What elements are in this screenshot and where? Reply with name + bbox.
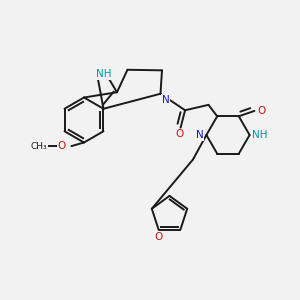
Text: O: O [176,129,184,139]
Text: O: O [154,232,163,242]
Text: NH: NH [252,130,268,140]
Text: O: O [257,106,265,116]
Text: O: O [58,141,66,151]
Text: N: N [162,95,170,105]
Text: N: N [196,130,204,140]
Text: CH₃: CH₃ [31,142,47,151]
Text: NH: NH [96,69,112,79]
